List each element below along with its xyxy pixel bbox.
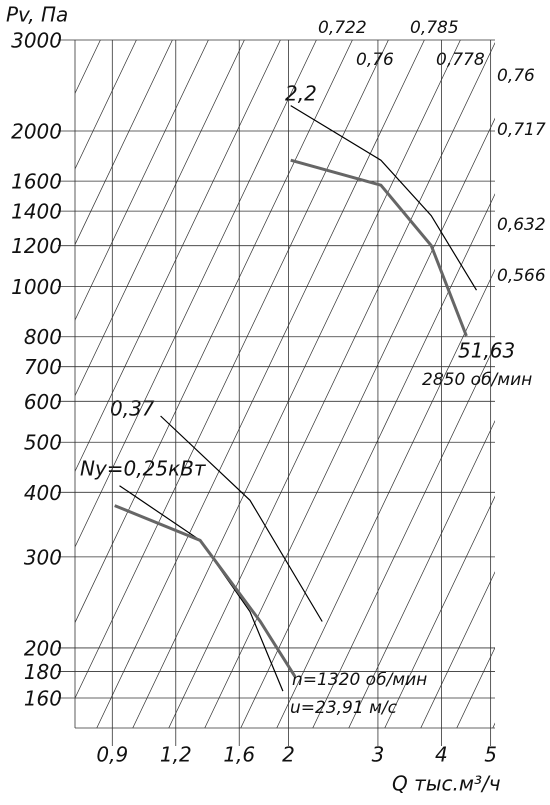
curve — [114, 504, 297, 678]
annotation: 2850 об/мин — [422, 370, 532, 390]
y-tick-label: 180 — [24, 660, 62, 684]
x-tick-label: 1,2 — [160, 743, 192, 767]
y-tick-label: 400 — [24, 481, 62, 505]
efficiency-label: 0,76 — [497, 66, 535, 86]
y-tick-label: 700 — [24, 355, 62, 379]
y-tick-label: 1000 — [11, 275, 62, 299]
y-tick-label: 600 — [24, 390, 62, 414]
efficiency-line — [75, 40, 281, 473]
efficiency-line — [75, 40, 317, 548]
x-tick-label: 3 — [372, 743, 385, 767]
efficiency-label: 0,566 — [497, 266, 546, 286]
efficiency-line — [75, 40, 209, 321]
x-tick-label: 0,9 — [96, 743, 128, 767]
annotation: 51,63 — [458, 339, 515, 363]
y-tick-label: 160 — [24, 687, 62, 711]
efficiency-line — [75, 40, 137, 170]
efficiency-line — [420, 571, 495, 728]
efficiency-line — [75, 40, 101, 95]
efficiency-label: 0,778 — [436, 50, 485, 70]
x-tick-label: 2 — [282, 743, 295, 767]
x-tick-label: 5 — [484, 743, 497, 767]
efficiency-line — [384, 495, 495, 728]
efficiency-line — [132, 40, 461, 728]
efficiency-line — [75, 40, 173, 246]
efficiency-line — [204, 117, 495, 728]
efficiency-line — [168, 42, 495, 728]
efficiency-label: 0,785 — [410, 18, 459, 38]
x-tick-label: 4 — [435, 743, 448, 767]
y-tick-label: 2000 — [11, 120, 62, 144]
y-tick-label: 300 — [24, 545, 62, 569]
annotation: 0,37 — [110, 397, 155, 421]
efficiency-line — [75, 40, 245, 397]
efficiency-line — [312, 344, 495, 728]
annotation: n=1320 об/мин — [292, 670, 427, 690]
efficiency-line — [75, 40, 389, 699]
efficiency-line — [96, 40, 425, 728]
efficiency-line — [524, 0, 550, 738]
y-tick-label: 500 — [24, 431, 62, 455]
efficiency-label: 0,722 — [318, 18, 367, 38]
curve — [290, 105, 478, 291]
y-tick-label: 3000 — [11, 29, 62, 53]
y-axis-title: Pv, Па — [6, 3, 68, 27]
efficiency-lines — [0, 0, 550, 738]
efficiency-line — [0, 0, 4, 738]
efficiency-label: 0,632 — [497, 215, 546, 235]
y-tick-label: 1600 — [11, 170, 62, 194]
annotation: 2,2 — [285, 82, 317, 106]
y-tick-label: 1400 — [11, 200, 62, 224]
annotation: u=23,91 м/с — [290, 698, 398, 718]
x-tick-label: 1,6 — [223, 743, 255, 767]
curve — [290, 158, 468, 337]
x-axis-title: Q тыс.м³/ч — [392, 772, 501, 796]
efficiency-line — [75, 40, 353, 624]
efficiency-line — [492, 722, 495, 728]
efficiency-line — [276, 268, 495, 728]
curve — [160, 415, 323, 622]
y-tick-label: 800 — [24, 325, 62, 349]
efficiency-label: 0,717 — [497, 120, 546, 140]
efficiency-line — [348, 420, 495, 728]
efficiency-line — [240, 193, 495, 728]
efficiency-label: 0,76 — [356, 50, 394, 70]
efficiency-line — [456, 646, 495, 728]
annotation: Ny=0,25кВт — [80, 457, 207, 481]
y-tick-label: 200 — [24, 636, 62, 660]
y-tick-label: 1200 — [11, 234, 62, 258]
